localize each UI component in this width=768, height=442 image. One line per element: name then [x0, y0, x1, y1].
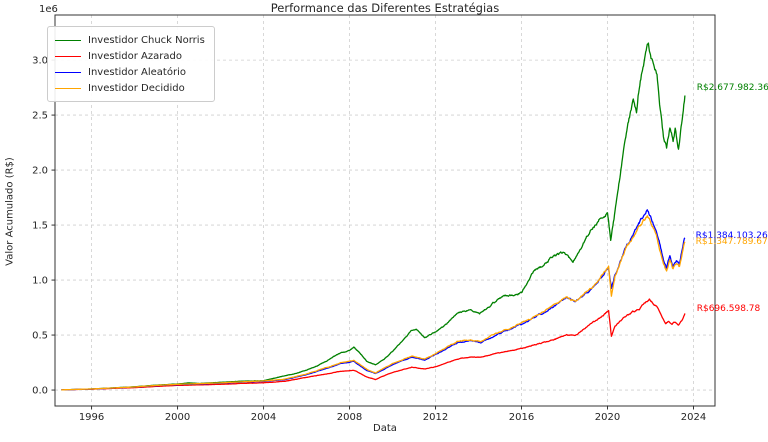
x-tick-label: 2024 — [681, 412, 706, 423]
final-value-annotation: R$2.677.982.36 — [697, 83, 768, 93]
legend-line-swatch — [55, 55, 81, 57]
legend-item-investidor-chuck-norris: Investidor Chuck Norris — [55, 32, 205, 48]
legend-label: Investidor Decidido — [88, 82, 185, 94]
y-axis-offset-label: 1e6 — [39, 4, 58, 15]
y-tick-label: 2.5 — [32, 111, 48, 122]
y-tick-label: 1.5 — [32, 221, 48, 232]
legend-label: Investidor Chuck Norris — [88, 34, 205, 46]
legend-label: Investidor Azarado — [88, 50, 182, 62]
x-tick-label: 2012 — [423, 412, 448, 423]
legend-item-investidor-aleatório: Investidor Aleatório — [55, 64, 205, 80]
x-tick-label: 2016 — [509, 412, 534, 423]
final-value-annotation: R$1.384.103.26 — [696, 231, 768, 241]
series-line-investidor-aleatório — [61, 209, 686, 391]
series-line-investidor-decidido — [61, 215, 686, 391]
legend-item-investidor-azarado: Investidor Azarado — [55, 48, 205, 64]
legend-label: Investidor Aleatório — [88, 66, 186, 78]
x-tick-label: 2000 — [165, 412, 190, 423]
legend-item-investidor-decidido: Investidor Decidido — [55, 80, 205, 96]
y-tick-label: 2.0 — [32, 166, 48, 177]
y-tick-label: 0.0 — [32, 386, 48, 397]
x-tick-label: 2004 — [251, 412, 276, 423]
legend-line-swatch — [55, 87, 81, 89]
y-tick-label: 0.5 — [32, 331, 48, 342]
legend-line-swatch — [55, 39, 81, 41]
series-line-investidor-azarado — [61, 298, 686, 391]
x-tick-label: 2020 — [595, 412, 620, 423]
final-value-annotation: R$696.598.78 — [697, 304, 761, 314]
legend: Investidor Chuck Norris Investidor Azarad… — [47, 26, 215, 102]
x-tick-label: 2008 — [337, 412, 362, 423]
legend-line-swatch — [55, 71, 81, 73]
axes-spines — [54, 14, 716, 407]
chart-title: Performance das Diferentes Estratégias — [270, 1, 500, 15]
x-axis-label: Data — [373, 423, 397, 434]
final-value-annotation: R$1.347.789.67 — [696, 237, 768, 247]
y-tick-label: 3.0 — [32, 56, 48, 67]
y-tick-label: 1.0 — [32, 276, 48, 287]
y-axis-label: Valor Acumulado (R$) — [4, 157, 16, 266]
x-tick-label: 1996 — [79, 412, 104, 423]
